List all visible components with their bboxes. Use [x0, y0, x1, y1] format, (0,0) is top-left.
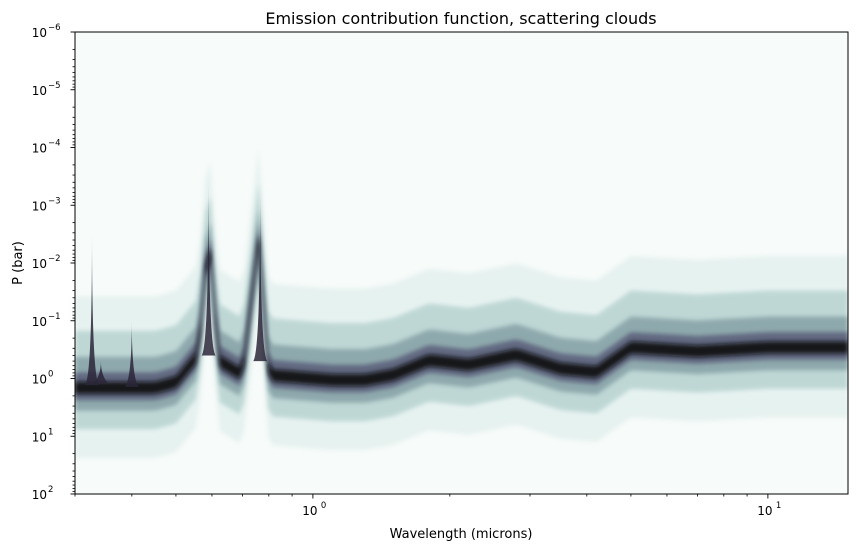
y-tick-label: 10: [32, 26, 47, 40]
cf-band-core: [75, 224, 848, 401]
y-tick-label-exponent: −3: [48, 196, 61, 206]
y-tick-label: 10: [32, 142, 47, 156]
spectral-line-spike: [201, 175, 216, 356]
y-axis-label: P (bar): [11, 241, 26, 285]
chart-title: Emission contribution function, scatteri…: [265, 9, 656, 28]
y-tick-label-exponent: −4: [48, 139, 61, 149]
y-tick-label: 10: [32, 84, 47, 98]
y-tick-label-exponent: −1: [48, 312, 61, 322]
y-tick-label-exponent: 0: [48, 370, 53, 380]
y-tick-label-exponent: 2: [48, 485, 53, 495]
x-tick-label: 10: [302, 504, 317, 518]
y-tick-label: 10: [32, 199, 47, 213]
x-axis-label: Wavelength (microns): [390, 527, 533, 542]
y-tick-label: 10: [32, 430, 47, 444]
x-tick-label-exponent: 1: [776, 501, 781, 511]
x-tick-label: 10: [757, 504, 772, 518]
spectral-line-spike: [93, 361, 108, 384]
x-axis: 10 0 10 1: [74, 494, 781, 518]
spectral-line-spike: [124, 320, 139, 387]
y-tick-label: 10: [32, 257, 47, 271]
spectral-line-spike: [253, 187, 268, 362]
y-tick-label-exponent: 1: [48, 427, 53, 437]
y-tick-label: 10: [32, 373, 47, 387]
y-tick-label: 10: [32, 315, 47, 329]
y-tick-label-exponent: −5: [48, 81, 61, 91]
y-tick-label-exponent: −6: [48, 23, 61, 33]
y-tick-label-exponent: −2: [48, 254, 61, 264]
spectral-line-spike: [85, 232, 99, 386]
plot-area: [74, 31, 849, 495]
cf-band-peak: [75, 233, 848, 394]
x-tick-label-exponent: 0: [321, 501, 326, 511]
y-tick-label: 10: [32, 488, 47, 502]
